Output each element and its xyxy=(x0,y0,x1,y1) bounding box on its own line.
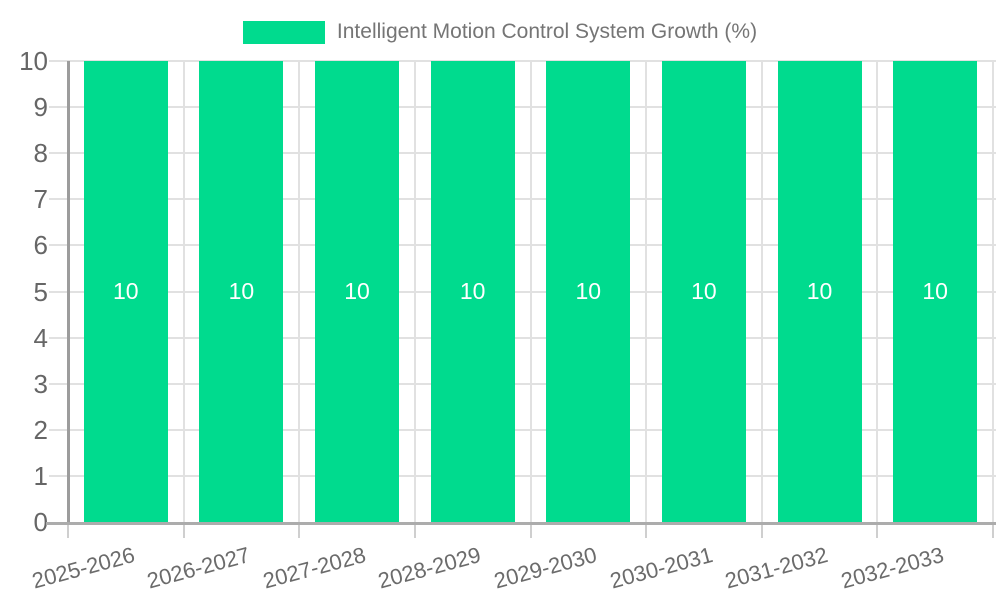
bar: 10 xyxy=(83,61,168,522)
y-tick-label: 2 xyxy=(33,414,48,445)
gridline-vertical xyxy=(876,61,879,522)
gridline-vertical xyxy=(298,61,301,522)
x-axis-tick xyxy=(413,524,416,538)
bar-value-label: 10 xyxy=(691,277,717,304)
legend-label: Intelligent Motion Control System Growth… xyxy=(336,20,758,43)
gridline-horizontal xyxy=(49,106,996,109)
gridline-vertical xyxy=(760,61,763,522)
bar: 10 xyxy=(661,61,746,522)
x-tick-label: 2029-2030 xyxy=(491,542,600,594)
gridline-horizontal xyxy=(49,290,996,293)
bar-value-label: 10 xyxy=(806,277,833,304)
y-tick-label: 1 xyxy=(33,460,48,491)
x-tick-label: 2025-2026 xyxy=(28,542,138,594)
bar-value-label: 10 xyxy=(575,277,602,304)
bar: 10 xyxy=(315,61,400,522)
y-tick-label: 10 xyxy=(19,46,48,76)
gridline-horizontal xyxy=(49,382,996,385)
x-axis-tick xyxy=(760,524,763,538)
x-axis-tick xyxy=(67,524,69,538)
y-tick-label: 0 xyxy=(33,507,48,537)
gridline-horizontal xyxy=(49,428,996,431)
chart-legend[interactable]: Intelligent Motion Control System Growth… xyxy=(0,20,1000,44)
legend-swatch xyxy=(242,20,325,44)
bar-value-label: 10 xyxy=(922,277,948,304)
x-axis-tick xyxy=(992,524,994,538)
x-axis-tick xyxy=(876,524,879,538)
gridline-vertical xyxy=(992,61,994,522)
x-tick-label: 2026-2027 xyxy=(144,542,253,594)
x-tick-label: 2030-2031 xyxy=(607,542,716,594)
gridline-horizontal xyxy=(49,244,996,247)
x-tick-label: 2032-2033 xyxy=(838,542,947,594)
y-tick-label: 7 xyxy=(33,184,48,215)
bar: 10 xyxy=(199,61,284,522)
x-axis-tick xyxy=(182,524,185,538)
y-tick-label: 6 xyxy=(33,230,48,261)
bar: 10 xyxy=(893,61,978,522)
x-axis-tick xyxy=(298,524,301,538)
x-tick-label: 2028-2029 xyxy=(375,542,484,594)
x-axis-tick xyxy=(529,524,532,538)
x-axis-line xyxy=(46,522,996,525)
bar-value-label: 10 xyxy=(228,277,255,304)
gridline-horizontal xyxy=(49,198,996,201)
bar-value-label: 10 xyxy=(459,277,486,304)
y-tick-label: 5 xyxy=(33,276,48,307)
y-tick-label: 4 xyxy=(33,322,48,353)
bar-value-label: 10 xyxy=(113,277,139,304)
gridline-horizontal xyxy=(49,336,996,339)
bar: 10 xyxy=(430,61,515,522)
x-tick-label: 2031-2032 xyxy=(722,542,831,594)
x-tick-label: 2027-2028 xyxy=(260,542,369,594)
y-tick-label: 3 xyxy=(33,368,48,399)
gridline-vertical xyxy=(413,61,416,522)
gridline-vertical xyxy=(645,61,648,522)
x-axis-tick xyxy=(645,524,648,538)
bar-value-label: 10 xyxy=(344,277,370,304)
bar: 10 xyxy=(546,61,631,522)
y-tick-label: 8 xyxy=(33,138,48,169)
gridline-horizontal xyxy=(49,474,996,477)
gridline-horizontal xyxy=(49,60,996,62)
gridline-vertical xyxy=(529,61,532,522)
bar: 10 xyxy=(777,61,862,522)
y-axis-line xyxy=(67,61,70,524)
gridline-horizontal xyxy=(49,152,996,155)
y-tick-label: 9 xyxy=(33,92,48,123)
gridline-vertical xyxy=(182,61,185,522)
